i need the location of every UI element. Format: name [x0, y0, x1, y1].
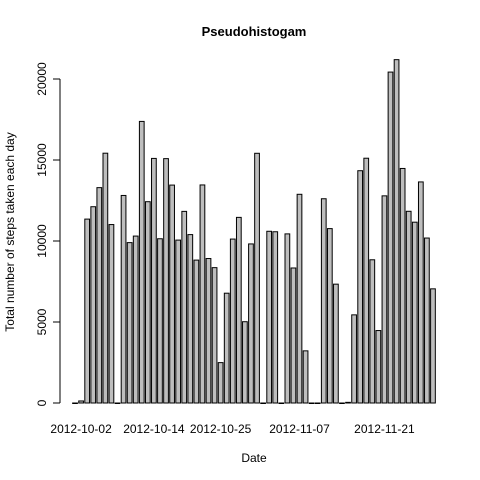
bar-2012-10-05	[96, 187, 103, 404]
bar-2012-10-01	[72, 402, 78, 404]
bar-2012-10-09	[120, 194, 127, 404]
bar-2012-11-19	[369, 259, 376, 404]
bar-2012-11-09	[308, 402, 315, 404]
bar-2012-11-15	[345, 401, 351, 404]
bars	[72, 59, 436, 404]
y-tick-label: 5000	[35, 308, 49, 335]
bar-2012-11-22	[387, 71, 394, 404]
x-axis-label: Date	[241, 451, 267, 465]
x-tick-label: 2012-10-14	[123, 422, 185, 436]
bar-2012-10-22	[199, 184, 206, 404]
x-tick-label: 2012-11-07	[269, 422, 330, 436]
bar-2012-11-02	[266, 230, 273, 404]
bar-2012-10-14	[151, 157, 157, 404]
bar-2012-10-29	[242, 321, 248, 404]
bar-2012-10-23	[205, 258, 212, 404]
bar-2012-11-24	[399, 167, 406, 404]
bar-2012-10-08	[114, 402, 121, 404]
bar-2012-11-16	[351, 314, 357, 404]
bar-2012-11-21	[381, 195, 388, 404]
bar-2012-10-24	[211, 267, 218, 404]
bar-2012-10-21	[193, 259, 200, 404]
bar-2012-11-29	[430, 288, 436, 404]
bar-2012-11-01	[260, 402, 266, 404]
y-tick-label: 0	[35, 399, 49, 406]
bar-2012-10-13	[144, 201, 151, 404]
x-axis: 2012-10-02 2012-10-14 2012-10-25 2012-11-07…	[50, 422, 415, 436]
y-axis: 0 5000 10000 15000 20000	[35, 62, 61, 406]
bar-2012-10-20	[187, 234, 194, 404]
bar-2012-10-11	[132, 235, 139, 404]
bar-2012-11-18	[363, 157, 370, 404]
x-tick-label: 2012-10-02	[50, 422, 112, 436]
bar-2012-11-12	[326, 228, 333, 404]
bar-2012-10-17	[169, 184, 175, 404]
bar-2012-11-03	[272, 231, 279, 404]
bar-2012-11-23	[393, 59, 400, 404]
bar-2012-10-30	[248, 243, 254, 404]
bar-2012-11-13	[333, 283, 339, 404]
bar-2012-10-03	[84, 218, 91, 404]
y-tick-label: 10000	[35, 224, 49, 258]
y-axis-label: Total number of steps taken each day	[3, 132, 17, 331]
bar-2012-10-25	[217, 362, 224, 404]
bar-2012-11-04	[278, 402, 285, 404]
bar-2012-10-19	[181, 210, 188, 404]
bar-2012-10-26	[223, 292, 230, 404]
bar-2012-11-17	[357, 170, 364, 404]
bar-2012-11-07	[296, 193, 303, 404]
bar-2012-11-20	[375, 330, 382, 404]
bar-2012-10-31	[254, 152, 260, 404]
bar-2012-11-27	[417, 181, 424, 404]
bar-2012-11-11	[320, 198, 327, 404]
y-tick-label: 20000	[35, 62, 49, 96]
bar-2012-11-10	[314, 402, 321, 404]
bar-2012-11-25	[405, 210, 412, 404]
bar-2012-11-14	[339, 402, 345, 404]
bar-2012-10-06	[102, 152, 109, 404]
chart-title: Pseudohistogam	[202, 24, 307, 39]
bar-2012-11-26	[411, 221, 418, 404]
bar-2012-10-27	[229, 238, 236, 404]
bar-2012-11-05	[284, 233, 291, 404]
bar-2012-10-16	[163, 158, 169, 404]
y-tick-label: 15000	[35, 143, 49, 177]
bar-2012-10-18	[175, 239, 182, 404]
bar-2012-10-12	[138, 120, 145, 404]
bar-2012-11-06	[290, 267, 297, 404]
bar-2012-11-08	[302, 350, 309, 404]
x-tick-label: 2012-10-25	[190, 422, 252, 436]
bar-2012-11-28	[424, 237, 430, 404]
bar-2012-10-07	[108, 224, 115, 404]
bar-2012-10-10	[126, 242, 133, 404]
bar-2012-10-28	[235, 216, 242, 404]
bar-2012-10-02	[78, 400, 84, 404]
x-tick-label: 2012-11-21	[354, 422, 415, 436]
bar-2012-10-04	[90, 206, 97, 404]
bar-2012-10-15	[157, 238, 163, 404]
